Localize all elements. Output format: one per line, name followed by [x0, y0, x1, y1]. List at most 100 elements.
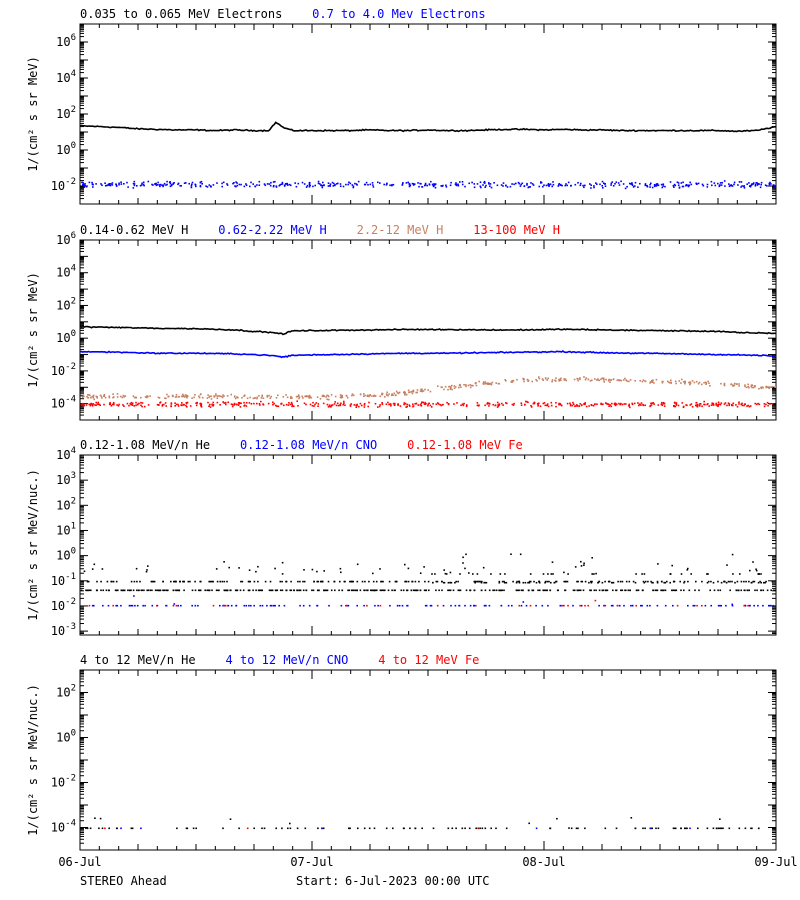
- data-point: [101, 397, 103, 399]
- data-point: [430, 406, 433, 408]
- data-point: [380, 580, 382, 583]
- data-point: [542, 185, 544, 188]
- data-point: [610, 405, 612, 408]
- data-point: [99, 817, 102, 820]
- data-point: [170, 402, 173, 404]
- data-point: [334, 401, 336, 403]
- data-point: [295, 395, 298, 398]
- data-point: [719, 818, 721, 820]
- data-point: [116, 393, 119, 395]
- data-point: [94, 817, 96, 819]
- data-point: [719, 182, 722, 184]
- data-point: [770, 183, 772, 185]
- data-point: [638, 404, 640, 407]
- data-point: [82, 181, 84, 184]
- data-point: [133, 184, 136, 187]
- data-point: [701, 604, 703, 607]
- data-point: [513, 402, 515, 405]
- data-point: [673, 580, 676, 583]
- data-point: [666, 580, 668, 583]
- data-point: [194, 604, 197, 607]
- data-point: [209, 406, 212, 408]
- data-point: [707, 380, 709, 383]
- data-point: [689, 383, 691, 386]
- data-point: [602, 589, 604, 592]
- data-point: [429, 604, 432, 607]
- data-point: [201, 396, 204, 399]
- data-point: [437, 402, 439, 404]
- data-point: [756, 182, 758, 184]
- data-point: [503, 581, 506, 584]
- data-point: [86, 395, 88, 398]
- data-point: [431, 183, 434, 186]
- data-point: [518, 589, 520, 592]
- data-point: [580, 580, 583, 583]
- data-point: [551, 380, 553, 383]
- data-point: [718, 184, 721, 187]
- data-point: [560, 377, 562, 380]
- data-point: [271, 589, 273, 592]
- data-point: [749, 569, 751, 572]
- data-point: [85, 827, 87, 830]
- data-point: [764, 581, 766, 584]
- data-point: [182, 580, 184, 583]
- data-point: [342, 403, 344, 406]
- data-point: [387, 394, 389, 397]
- data-point: [525, 400, 527, 403]
- data-point: [183, 589, 185, 592]
- data-point: [404, 394, 406, 396]
- data-point: [129, 403, 132, 405]
- data-point: [590, 404, 593, 406]
- data-point: [567, 604, 569, 607]
- data-point: [359, 589, 362, 592]
- y-tick-label: 10-2: [51, 177, 76, 193]
- data-point: [376, 589, 378, 592]
- data-point: [441, 386, 443, 389]
- data-point: [116, 396, 119, 398]
- data-point: [550, 401, 553, 404]
- data-point: [642, 379, 645, 381]
- data-point: [91, 403, 94, 406]
- data-point: [237, 402, 240, 404]
- data-point: [226, 589, 229, 592]
- data-point: [240, 183, 242, 186]
- legend-item: 0.14-0.62 MeV H: [80, 223, 188, 237]
- data-point: [634, 181, 637, 184]
- data-point: [607, 580, 610, 583]
- data-point: [280, 403, 282, 405]
- data-point: [516, 580, 518, 583]
- data-point: [728, 185, 731, 188]
- data-point: [664, 185, 666, 188]
- data-point: [715, 827, 718, 830]
- data-point: [388, 393, 390, 395]
- data-point: [746, 405, 748, 407]
- data-point: [285, 403, 288, 406]
- data-point: [115, 185, 118, 187]
- data-point: [369, 394, 371, 396]
- data-point: [426, 184, 428, 187]
- data-point: [239, 589, 242, 592]
- data-point: [488, 589, 491, 592]
- data-point: [82, 402, 84, 405]
- data-point: [449, 184, 452, 187]
- data-point: [660, 183, 663, 186]
- data-point: [327, 185, 330, 187]
- data-point: [473, 589, 476, 592]
- data-point: [411, 392, 414, 395]
- data-point: [569, 404, 572, 407]
- data-point: [482, 383, 485, 385]
- data-point: [544, 377, 547, 379]
- data-point: [584, 403, 586, 405]
- data-point: [536, 380, 538, 382]
- data-point: [600, 378, 602, 381]
- data-point: [677, 184, 680, 186]
- data-point: [93, 604, 95, 607]
- data-point: [675, 403, 678, 405]
- data-point: [156, 604, 158, 607]
- data-point: [141, 182, 143, 185]
- data-point: [369, 183, 372, 186]
- data-point: [688, 184, 691, 187]
- data-point: [577, 182, 579, 184]
- data-point: [643, 581, 646, 584]
- data-point: [727, 580, 730, 583]
